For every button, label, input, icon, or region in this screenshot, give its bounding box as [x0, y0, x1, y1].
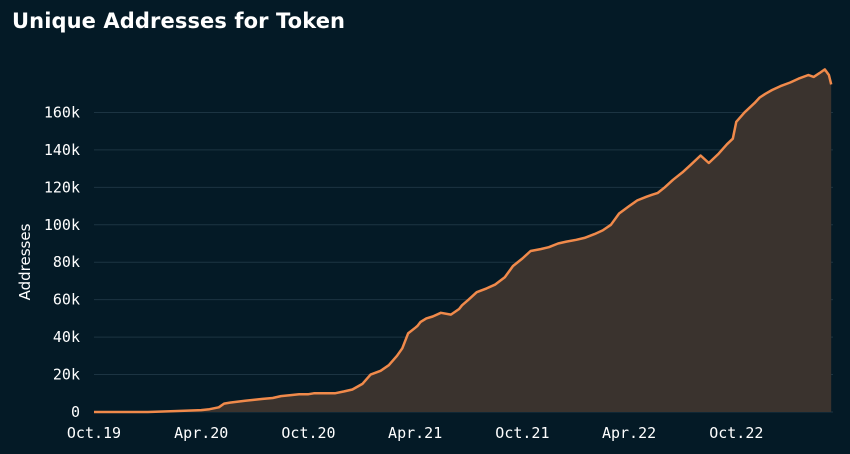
x-tick-label: Apr.21 [388, 424, 442, 442]
y-tick-label: 40k [53, 328, 80, 346]
x-tick-label: Apr.20 [174, 424, 228, 442]
y-tick-label: 60k [53, 291, 80, 309]
y-tick-label: 140k [44, 141, 80, 159]
series-line [94, 68, 833, 414]
area-layer [94, 68, 833, 414]
y-tick-label: 160k [44, 103, 80, 121]
y-tick-labels: 0 20k 40k 60k 80k 100k 120k 140k 160k [44, 103, 80, 421]
x-tick-label: Oct.20 [281, 424, 335, 442]
y-tick-label: 80k [53, 253, 80, 271]
y-tick-label: 20k [53, 366, 80, 384]
x-tick-labels: Oct.19 Apr.20 Oct.20 Apr.21 Oct.21 Apr.22 Oct.… [67, 424, 763, 442]
y-tick-label: 100k [44, 216, 80, 234]
y-tick-label: 0 [71, 403, 80, 421]
x-tick-label: Apr.22 [602, 424, 656, 442]
area-fill [94, 69, 832, 413]
x-tick-label: Oct.19 [67, 424, 121, 442]
chart-title: Unique Addresses for Token [12, 9, 346, 33]
y-tick-label: 120k [44, 178, 80, 196]
x-tick-label: Oct.21 [495, 424, 549, 442]
y-axis-label: Addresses [16, 223, 34, 300]
x-tick-label: Oct.22 [709, 424, 763, 442]
